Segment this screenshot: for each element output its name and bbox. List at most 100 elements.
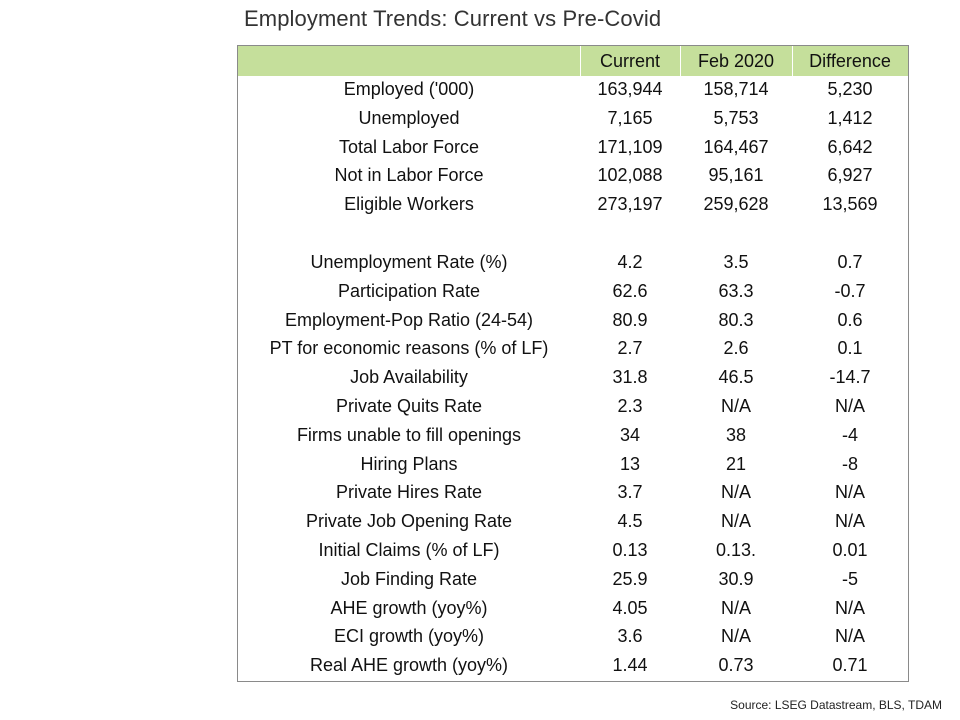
table-row: Private Job Opening Rate 4.5 N/A N/A xyxy=(238,507,908,535)
row-current-value: 62.6 xyxy=(612,280,648,301)
row-current-value: 4.05 xyxy=(612,597,648,618)
row-feb-2020-value: N/A xyxy=(720,626,751,647)
row-label: Unemployment Rate (%) xyxy=(310,252,508,272)
table-row: Private Hires Rate 3.7 N/A N/A xyxy=(238,478,908,506)
row-current-value: 171,109 xyxy=(597,136,663,157)
row-difference-value: N/A xyxy=(834,597,865,618)
table-row: Hiring Plans 13 21 -8 xyxy=(238,450,908,478)
row-label: Total Labor Force xyxy=(338,136,480,157)
row-current-value: 13 xyxy=(619,453,641,474)
row-feb-2020-value: 259,628 xyxy=(703,194,769,215)
employment-table: Current Feb 2020 Difference Employed ('0… xyxy=(237,45,909,682)
row-label: Hiring Plans xyxy=(360,453,458,474)
row-label: Not in Labor Force xyxy=(334,165,484,186)
table-row: Unemployment Rate (%) 4.2 3.5 0.7 xyxy=(238,248,908,276)
row-feb-2020-value: N/A xyxy=(720,597,751,618)
row-difference-value: -4 xyxy=(841,424,858,445)
row-current-value: 4.5 xyxy=(617,511,643,532)
row-current-value: 2.7 xyxy=(617,338,643,359)
row-label: Job Finding Rate xyxy=(340,568,478,589)
row-difference-value: 0.6 xyxy=(837,309,863,330)
table-row: AHE growth (yoy%) 4.05 N/A N/A xyxy=(238,594,908,622)
header-divider xyxy=(792,46,793,76)
row-difference-value: N/A xyxy=(834,511,865,532)
row-difference-value: 6,642 xyxy=(827,136,873,157)
row-label: AHE growth (yoy%) xyxy=(330,597,488,618)
row-current-value: 7,165 xyxy=(607,107,653,128)
row-current-value: 273,197 xyxy=(597,194,663,215)
row-current-value: 2.3 xyxy=(617,396,643,416)
row-feb-2020-value: 5,753 xyxy=(713,107,759,128)
header-current: Current xyxy=(599,51,661,71)
row-feb-2020-value: 3.5 xyxy=(723,252,749,272)
row-label: Firms unable to fill openings xyxy=(296,424,522,445)
table-row: Employed ('000) 163,944 158,714 5,230 xyxy=(238,75,908,103)
row-current-value: 25.9 xyxy=(612,568,648,589)
table-row: Real AHE growth (yoy%) 1.44 0.73 0.71 xyxy=(238,651,908,679)
row-difference-value: 0.01 xyxy=(832,540,868,560)
row-label: Real AHE growth (yoy%) xyxy=(309,655,509,676)
table-row: Not in Labor Force 102,088 95,161 6,927 xyxy=(238,161,908,189)
table-row: PT for economic reasons (% of LF) 2.7 2.6 0… xyxy=(238,334,908,362)
row-current-value: 31.8 xyxy=(612,367,648,388)
row-feb-2020-value: 0.73 xyxy=(718,655,754,676)
row-current-value: 34 xyxy=(619,424,641,445)
table-row: Job Availability 31.8 46.5 -14.7 xyxy=(238,363,908,391)
row-label: Private Job Opening Rate xyxy=(305,511,513,532)
row-difference-value: N/A xyxy=(834,626,865,647)
source-note: Source: LSEG Datastream, BLS, TDAM xyxy=(730,698,942,712)
row-label: Employed ('000) xyxy=(343,79,475,99)
table-row: Unemployed 7,165 5,753 1,412 xyxy=(238,104,908,132)
row-feb-2020-value: 30.9 xyxy=(718,568,754,589)
row-feb-2020-value: 95,161 xyxy=(708,165,764,186)
row-current-value: 3.6 xyxy=(617,626,643,647)
table-row: Employment-Pop Ratio (24-54) 80.9 80.3 0.6 xyxy=(238,306,908,334)
row-feb-2020-value: 21 xyxy=(725,453,747,474)
row-difference-value: -8 xyxy=(841,453,858,474)
row-current-value: 3.7 xyxy=(617,482,643,503)
row-feb-2020-value: N/A xyxy=(720,396,751,416)
row-difference-value: -0.7 xyxy=(834,280,866,301)
row-label: PT for economic reasons (% of LF) xyxy=(269,338,549,359)
row-current-value: 102,088 xyxy=(597,165,663,186)
row-label: Participation Rate xyxy=(337,280,481,301)
row-feb-2020-value: 0.13. xyxy=(715,540,757,560)
row-difference-value: 1,412 xyxy=(827,107,873,128)
row-feb-2020-value: 38 xyxy=(725,424,747,445)
table-row: Participation Rate 62.6 63.3 -0.7 xyxy=(238,277,908,305)
row-label: Job Availability xyxy=(350,367,468,388)
row-feb-2020-value: N/A xyxy=(720,482,751,503)
row-label: ECI growth (yoy%) xyxy=(333,626,485,647)
row-difference-value: N/A xyxy=(834,396,865,416)
row-difference-value: 13,569 xyxy=(822,194,878,215)
table-row: Firms unable to fill openings 34 38 -4 xyxy=(238,421,908,449)
header-divider xyxy=(680,46,681,76)
header-divider xyxy=(580,46,581,76)
row-difference-value: -14.7 xyxy=(829,367,871,388)
row-current-value: 163,944 xyxy=(597,79,663,99)
row-feb-2020-value: N/A xyxy=(720,511,751,532)
row-difference-value: N/A xyxy=(834,482,865,503)
row-difference-value: 0.7 xyxy=(837,252,863,272)
header-label xyxy=(238,46,580,76)
table-row: ECI growth (yoy%) 3.6 N/A N/A xyxy=(238,622,908,650)
row-feb-2020-value: 80.3 xyxy=(718,309,754,330)
row-difference-value: 0.1 xyxy=(837,338,863,359)
row-feb-2020-value: 158,714 xyxy=(703,79,769,99)
row-label: Eligible Workers xyxy=(344,194,474,215)
row-difference-value: -5 xyxy=(841,568,858,589)
row-current-value: 4.2 xyxy=(617,252,643,272)
page-title: Employment Trends: Current vs Pre-Covid xyxy=(244,6,662,31)
table-row: Job Finding Rate 25.9 30.9 -5 xyxy=(238,565,908,593)
row-difference-value: 0.71 xyxy=(832,655,868,676)
table-row: Private Quits Rate 2.3 N/A N/A xyxy=(238,392,908,420)
row-feb-2020-value: 46.5 xyxy=(718,367,754,388)
row-label: Unemployed xyxy=(358,107,460,128)
row-current-value: 80.9 xyxy=(612,309,648,330)
row-label: Private Quits Rate xyxy=(335,396,483,416)
header-feb-2020: Feb 2020 xyxy=(697,51,775,71)
row-label: Private Hires Rate xyxy=(335,482,483,503)
table-row: Total Labor Force 171,109 164,467 6,642 xyxy=(238,133,908,161)
table-header: Current Feb 2020 Difference xyxy=(238,46,908,76)
row-current-value: 1.44 xyxy=(612,655,648,676)
